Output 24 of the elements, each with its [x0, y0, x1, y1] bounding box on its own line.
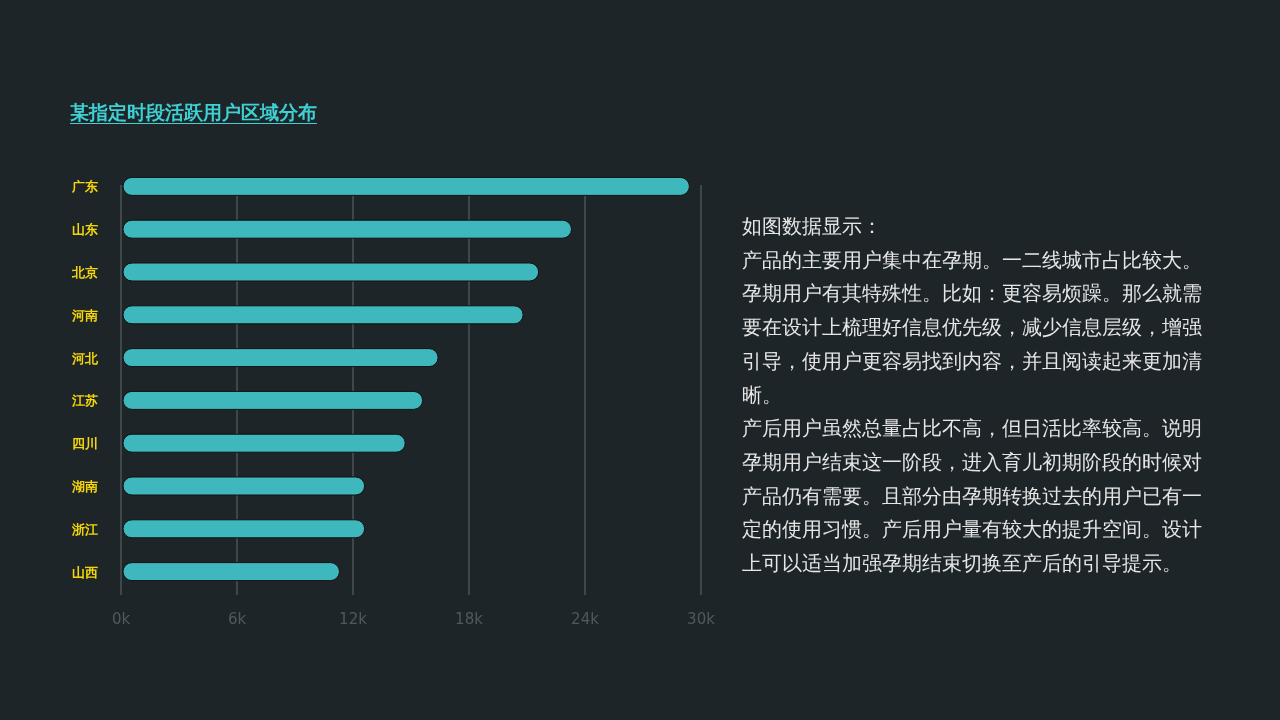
y-tick-label: 广东: [71, 179, 98, 195]
y-tick-label: 河南: [71, 307, 98, 323]
bar: [122, 390, 424, 410]
y-tick-label: 浙江: [71, 521, 98, 537]
y-tick-label: 江苏: [71, 393, 98, 409]
text: 产品的主要用户集中在孕期。一二线城市占比较大。孕期用户有其特殊性。比如：更容易烦躁。那么就需要在设计上梳理好信息优先级，减少信息层级，增强引导，使用户更容易找到内容，并且阅读起来更加清晰。: [742, 247, 1203, 409]
bar: [122, 433, 406, 453]
bar: [122, 219, 572, 239]
bar: [122, 262, 540, 282]
y-tick-label: 河北: [71, 350, 99, 366]
bar: [122, 519, 366, 539]
bar: [122, 562, 340, 582]
y-tick-label: 北京: [71, 265, 98, 280]
bar: [122, 348, 439, 368]
y-tick-label: 四川: [72, 436, 98, 452]
text: 产后用户虽然总量占比不高，但日活比率较高。说明孕期用户结束这一阶段，进入育儿初期阶段的时候对产品仍有需要。且部分由孕期转换过去的用户已有一定的使用习惯。产后用户量有较大的提升空间。设计上可以适当加强孕期结束切换至产后的引导提示。: [742, 416, 1203, 578]
y-tick-label: 山西: [72, 564, 98, 580]
text: 如图数据显示：: [742, 214, 883, 240]
y-tick-label: 山东: [72, 222, 98, 238]
bar: [122, 305, 524, 325]
y-tick-label: 湖南: [71, 479, 98, 494]
chart-title: 某指定时段活跃用户区域分布: [70, 100, 317, 125]
bar: [122, 476, 366, 496]
bar: [122, 176, 690, 196]
